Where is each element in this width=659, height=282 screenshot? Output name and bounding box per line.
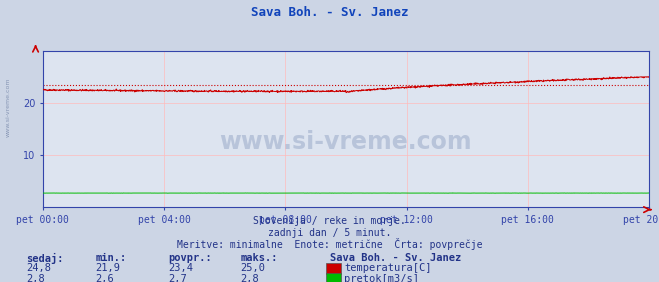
Text: 2,7: 2,7	[168, 274, 186, 282]
Text: povpr.:: povpr.:	[168, 253, 212, 263]
Text: maks.:: maks.:	[241, 253, 278, 263]
Text: min.:: min.:	[96, 253, 127, 263]
Text: temperatura[C]: temperatura[C]	[344, 263, 432, 274]
Text: Slovenija / reke in morje.: Slovenija / reke in morje.	[253, 216, 406, 226]
Text: 2,8: 2,8	[26, 274, 45, 282]
Text: www.si-vreme.com: www.si-vreme.com	[5, 78, 11, 137]
Text: Meritve: minimalne  Enote: metrične  Črta: povprečje: Meritve: minimalne Enote: metrične Črta:…	[177, 238, 482, 250]
Text: zadnji dan / 5 minut.: zadnji dan / 5 minut.	[268, 228, 391, 238]
Text: Sava Boh. - Sv. Janez: Sava Boh. - Sv. Janez	[330, 253, 461, 263]
Text: pretok[m3/s]: pretok[m3/s]	[344, 274, 419, 282]
Text: 2,6: 2,6	[96, 274, 114, 282]
Text: 2,8: 2,8	[241, 274, 259, 282]
Text: 21,9: 21,9	[96, 263, 121, 274]
Text: 24,8: 24,8	[26, 263, 51, 274]
Text: 23,4: 23,4	[168, 263, 193, 274]
Text: www.si-vreme.com: www.si-vreme.com	[219, 129, 473, 153]
Text: Sava Boh. - Sv. Janez: Sava Boh. - Sv. Janez	[251, 6, 408, 19]
Text: 25,0: 25,0	[241, 263, 266, 274]
Text: sedaj:: sedaj:	[26, 252, 64, 264]
